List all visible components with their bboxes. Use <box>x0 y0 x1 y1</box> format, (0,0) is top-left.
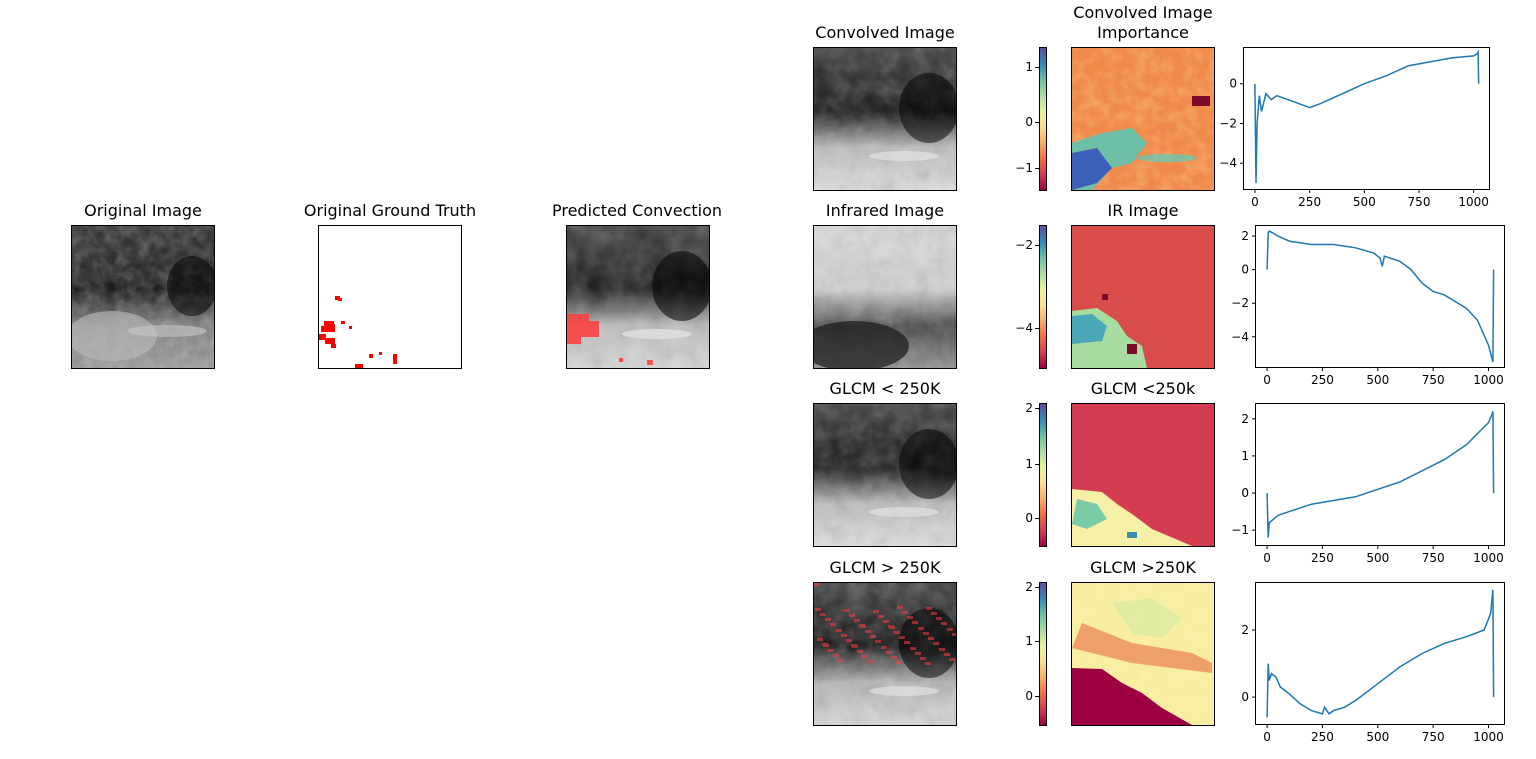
y-tick-label: −2 <box>1231 296 1249 310</box>
colorbar-tick-label: 0 <box>1025 689 1033 703</box>
colorbar-tick-mark <box>1035 328 1039 329</box>
x-tick-label: 750 <box>1422 373 1445 387</box>
row-0-series-line <box>1254 49 1480 184</box>
x-tick-label: 0 <box>1263 730 1271 744</box>
row-3-image-title: GLCM > 250K <box>829 558 941 577</box>
predicted-convection-title: Predicted Convection <box>551 201 723 220</box>
row-1-image-title: Infrared Image <box>825 201 945 220</box>
x-tick-label: 1000 <box>1473 551 1504 565</box>
x-tick-label: 500 <box>1353 195 1376 209</box>
row-1-importance-map <box>1071 225 1215 369</box>
x-tick-label: 0 <box>1263 373 1271 387</box>
row-3-colorbar <box>1039 582 1047 726</box>
original-image-panel <box>71 225 215 369</box>
colorbar-tick-label: 1 <box>1025 60 1033 74</box>
colorbar-tick-label: 2 <box>1025 401 1033 415</box>
row-2-image-title: GLCM < 250K <box>829 379 941 398</box>
colorbar-tick-mark <box>1035 641 1039 642</box>
colorbar-tick-mark <box>1035 245 1039 246</box>
x-tick-label: 750 <box>1408 195 1431 209</box>
y-tick-label: 0 <box>1241 486 1249 500</box>
predicted-convection-panel <box>566 225 710 369</box>
y-tick-label: 1 <box>1241 449 1249 463</box>
row-0-importance-title: Convolved Image Importance <box>1073 3 1213 42</box>
original-image-title: Original Image <box>84 201 202 220</box>
row-2-series-line <box>1266 411 1495 538</box>
row-1-colorbar <box>1039 225 1047 369</box>
colorbar-tick-label: −1 <box>1015 161 1033 175</box>
colorbar-tick-mark <box>1035 518 1039 519</box>
row-3-series-line <box>1266 589 1495 718</box>
y-tick-label: 2 <box>1241 412 1249 426</box>
x-tick-label: 250 <box>1311 373 1334 387</box>
y-tick-label: 2 <box>1241 623 1249 637</box>
colorbar-tick-mark <box>1035 168 1039 169</box>
colorbar-tick-mark <box>1035 587 1039 588</box>
colorbar-tick-label: 0 <box>1025 511 1033 525</box>
x-tick-label: 1000 <box>1458 195 1489 209</box>
x-tick-label: 750 <box>1422 730 1445 744</box>
colorbar-tick-mark <box>1035 696 1039 697</box>
ground-truth-title: Original Ground Truth <box>303 201 477 220</box>
x-tick-label: 1000 <box>1473 730 1504 744</box>
row-0-image-title: Convolved Image <box>815 23 955 42</box>
x-tick-label: 250 <box>1311 551 1334 565</box>
colorbar-tick-label: 0 <box>1025 115 1033 129</box>
colorbar-tick-mark <box>1035 122 1039 123</box>
ground-truth-panel <box>318 225 462 369</box>
row-0-line-chart: 0 250 500 750 1000 0 −2 −4 <box>1219 47 1490 209</box>
y-tick-label: −4 <box>1219 156 1237 170</box>
colorbar-tick-label: 2 <box>1025 580 1033 594</box>
row-3-importance-title: GLCM >250K <box>1090 558 1196 577</box>
x-tick-label: 750 <box>1422 551 1445 565</box>
row-0-image-panel <box>813 47 957 191</box>
row-1-series-line <box>1266 229 1495 363</box>
row-2-importance-map <box>1071 403 1215 547</box>
row-0-colorbar <box>1039 47 1047 191</box>
x-tick-label: 500 <box>1366 373 1389 387</box>
colorbar-tick-mark <box>1035 67 1039 68</box>
row-0-importance-map <box>1071 47 1215 191</box>
row-3-line-chart: 0 250 500 750 1000 2 0 <box>1241 582 1505 744</box>
colorbar-tick-mark <box>1035 408 1039 409</box>
y-tick-label: 0 <box>1241 690 1249 704</box>
x-tick-label: 250 <box>1298 195 1321 209</box>
row-2-colorbar <box>1039 403 1047 547</box>
x-tick-label: 1000 <box>1473 373 1504 387</box>
x-tick-label: 0 <box>1251 195 1259 209</box>
colorbar-tick-mark <box>1035 464 1039 465</box>
y-tick-label: −4 <box>1231 330 1249 344</box>
row-3-image-panel <box>813 582 957 726</box>
row-2-line-chart: 0 250 500 750 1000 2 1 0 −1 <box>1231 403 1505 565</box>
colorbar-tick-label: 1 <box>1025 634 1033 648</box>
x-tick-label: 500 <box>1366 730 1389 744</box>
row-2-importance-title: GLCM <250k <box>1090 379 1196 398</box>
colorbar-tick-label: −2 <box>1015 238 1033 252</box>
row-2-image-panel <box>813 403 957 547</box>
row-1-importance-title: IR Image <box>1107 201 1179 220</box>
x-tick-label: 250 <box>1311 730 1334 744</box>
y-tick-label: 0 <box>1229 77 1237 91</box>
colorbar-tick-label: −4 <box>1015 321 1033 335</box>
y-tick-label: −1 <box>1231 523 1249 537</box>
row-3-importance-map <box>1071 582 1215 726</box>
row-1-image-panel <box>813 225 957 369</box>
y-tick-label: −2 <box>1219 116 1237 130</box>
y-tick-label: 0 <box>1241 263 1249 277</box>
x-tick-label: 500 <box>1366 551 1389 565</box>
row-1-line-chart: 0 250 500 750 1000 2 0 −2 −4 <box>1231 225 1505 387</box>
y-tick-label: 2 <box>1241 229 1249 243</box>
x-tick-label: 0 <box>1263 551 1271 565</box>
colorbar-tick-label: 1 <box>1025 457 1033 471</box>
